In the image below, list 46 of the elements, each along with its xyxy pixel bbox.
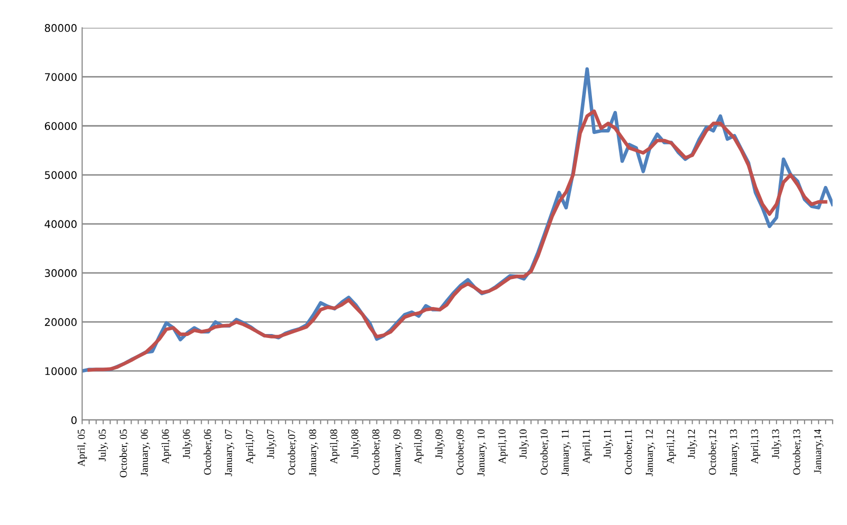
y-tick-label: 60000 [44,122,77,130]
x-tick-label: July,08 [350,429,360,459]
x-tick-label: April,08 [330,429,340,464]
x-tick-label: January, 10 [477,429,487,476]
x-tick-label: October,09 [456,429,465,475]
x-tick-label: July,11 [603,430,613,458]
x-tick-label: January, 12 [646,430,655,476]
x-tick-label: April, 05 [77,429,87,467]
x-tick-label: October, 05 [120,429,128,478]
x-tick-label: January, 11 [562,430,571,476]
x-tick-label: October,13 [792,429,802,475]
x-tick-label: July,06 [182,429,192,459]
line-series [87,109,828,372]
x-tick-label: April,13 [750,429,760,464]
x-tick-label: October,12 [708,430,718,475]
x-tick-label: April,11 [582,430,592,464]
y-tick-label: 10000 [45,367,77,376]
x-tick-label: January, 07 [224,429,234,476]
x-tick-label: July, 05 [98,429,108,462]
y-tick-label: 50000 [44,171,77,179]
x-tick-label: January, 09 [393,429,402,476]
x-tick-label: January, 06 [140,429,150,476]
x-tick-label: July,12 [688,430,698,459]
y-tick-label: 70000 [45,73,77,81]
x-tick-label: October,10 [540,429,550,475]
x-tick-label: January,14 [814,429,824,474]
x-tick-label: July,13 [772,429,782,459]
x-tick-label: July,09 [435,429,445,459]
x-tick-label: October,07 [288,429,297,475]
y-tick-label: 40000 [44,220,77,228]
x-tick-label: April,09 [414,429,424,464]
x-tick-label: July,07 [266,429,276,459]
x-tick-label: January, 13 [730,429,740,476]
x-tick-label: April,07 [246,429,256,464]
x-tick-label: April,12 [666,430,676,464]
x-tick-label: January, 08 [309,429,318,476]
x-tick-label: October,06 [204,429,213,475]
x-tick-label: October,11 [624,430,634,474]
y-tick-label: 0 [71,416,77,424]
x-tick-label: October,08 [372,429,381,475]
y-tick-label: 20000 [44,318,77,326]
y-tick-label: 30000 [44,269,77,278]
y-tick-label: 80000 [44,24,77,32]
x-tick-label: April,06 [162,429,172,464]
x-tick-label: July,10 [519,429,529,459]
x-tick-label: April,10 [498,429,508,464]
